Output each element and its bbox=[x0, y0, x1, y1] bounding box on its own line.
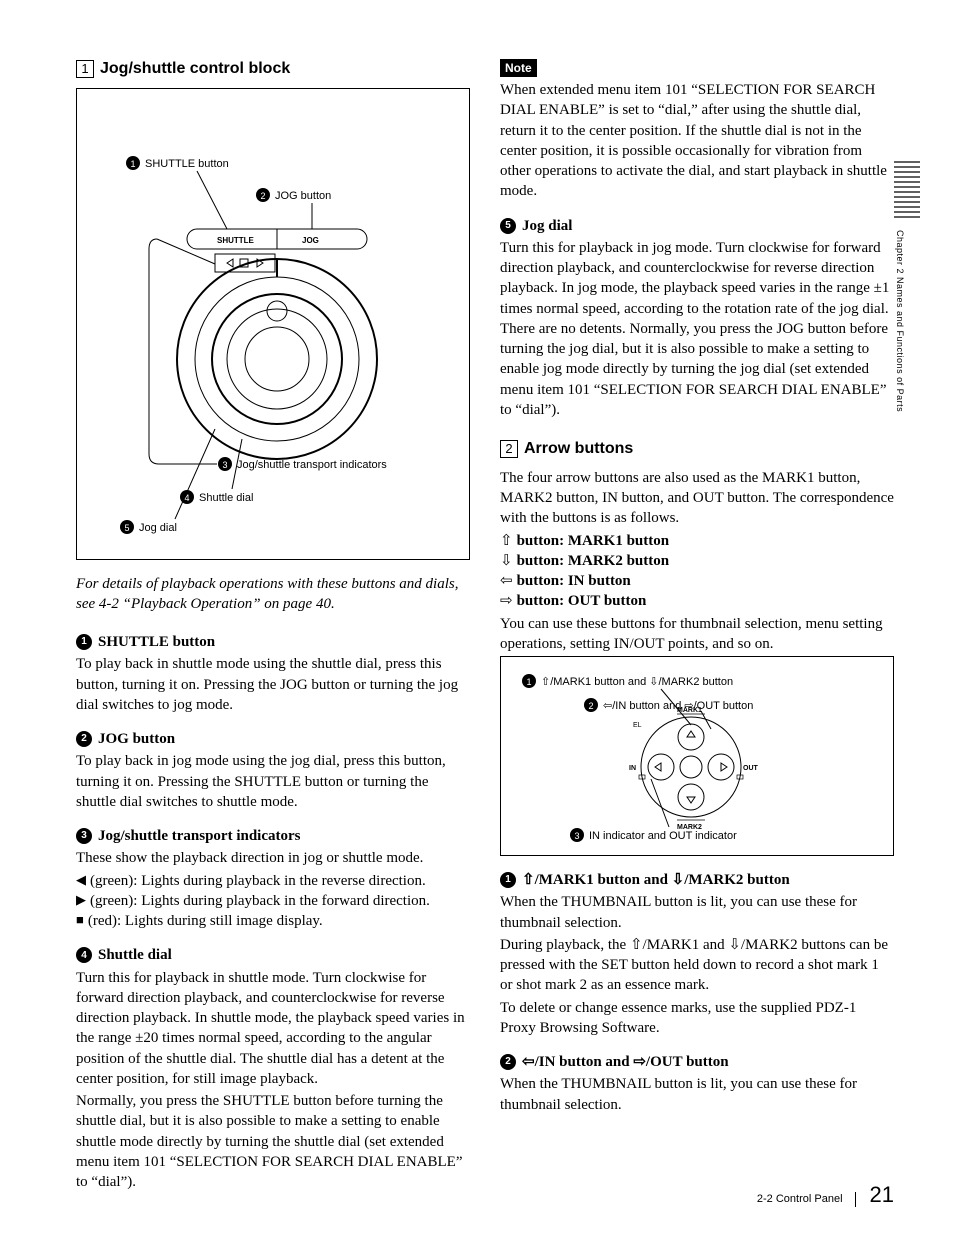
sub-4-body-1: Turn this for playback in shuttle mode. … bbox=[76, 968, 470, 1090]
sub-5-body: Turn this for playback in jog mode. Turn… bbox=[500, 238, 894, 420]
sub-4-title: Shuttle dial bbox=[98, 945, 172, 965]
svg-text:SHUTTLE: SHUTTLE bbox=[217, 236, 255, 245]
arrow-button-list: ⇧ button: MARK1 button ⇩ button: MARK2 b… bbox=[500, 531, 894, 612]
svg-text:SHUTTLE button: SHUTTLE button bbox=[145, 158, 229, 170]
r-sub-1-body-1: When the THUMBNAIL button is lit, you ca… bbox=[500, 892, 894, 933]
sub-5-title: Jog dial bbox=[522, 216, 572, 236]
note-body: When extended menu item 101 “SELECTION F… bbox=[500, 80, 894, 202]
section-2-title: Arrow buttons bbox=[524, 438, 633, 460]
svg-text:EL: EL bbox=[633, 722, 642, 729]
figure-caption: For details of playback operations with … bbox=[76, 574, 470, 615]
section-2-body: The four arrow buttons are also used as … bbox=[500, 468, 894, 529]
page-footer: 2-2 Control Panel 21 bbox=[757, 1180, 894, 1210]
svg-text:JOG: JOG bbox=[302, 236, 319, 245]
r-sub-1-title: ⇧/MARK1 button and ⇩/MARK2 button bbox=[522, 870, 790, 890]
svg-text:Shuttle dial: Shuttle dial bbox=[199, 492, 253, 504]
section-2-body-2: You can use these buttons for thumbnail … bbox=[500, 614, 894, 655]
section-1-title: Jog/shuttle control block bbox=[100, 58, 290, 80]
side-tab: Chapter 2 Names and Functions of Parts bbox=[894, 160, 922, 412]
r-sub-2-body: When the THUMBNAIL button is lit, you ca… bbox=[500, 1074, 894, 1115]
svg-text:Jog dial: Jog dial bbox=[139, 522, 177, 534]
svg-text:3: 3 bbox=[222, 460, 227, 470]
sub-2-title: JOG button bbox=[98, 729, 175, 749]
right-column: Note When extended menu item 101 “SELECT… bbox=[500, 58, 894, 1194]
svg-text:IN indicator and OUT indicator: IN indicator and OUT indicator bbox=[589, 830, 737, 842]
sub-3-title: Jog/shuttle transport indicators bbox=[98, 826, 301, 846]
r-sub-1-body-2: During playback, the ⇧/MARK1 and ⇩/MARK2… bbox=[500, 935, 894, 996]
svg-text:2: 2 bbox=[260, 191, 265, 201]
svg-text:4: 4 bbox=[184, 493, 189, 503]
left-column: 1 Jog/shuttle control block SHUTTLE JOG bbox=[76, 58, 470, 1194]
r-sub-2-title: ⇦/IN button and ⇨/OUT button bbox=[522, 1052, 729, 1072]
section-1-number: 1 bbox=[76, 60, 94, 78]
section-1-heading: 1 Jog/shuttle control block bbox=[76, 58, 470, 80]
svg-text:⇧/MARK1 button and ⇩/MARK2 but: ⇧/MARK1 button and ⇩/MARK2 button bbox=[541, 676, 733, 688]
svg-text:Jog/shuttle transport indicato: Jog/shuttle transport indicators bbox=[237, 459, 387, 471]
r-sub-1-body-3: To delete or change essence marks, use t… bbox=[500, 998, 894, 1039]
svg-text:1: 1 bbox=[526, 677, 531, 687]
indicator-list: ◀ (green): Lights during playback in the… bbox=[76, 871, 470, 932]
sub-3-body-0: These show the playback direction in jog… bbox=[76, 848, 470, 868]
sub-2-body: To play back in jog mode using the jog d… bbox=[76, 751, 470, 812]
svg-text:3: 3 bbox=[574, 831, 579, 841]
note-badge: Note bbox=[500, 59, 537, 77]
svg-text:2: 2 bbox=[588, 701, 593, 711]
svg-text:1: 1 bbox=[130, 159, 135, 169]
section-2-heading: 2 Arrow buttons bbox=[500, 438, 894, 460]
svg-text:OUT: OUT bbox=[743, 765, 759, 772]
svg-text:5: 5 bbox=[124, 523, 129, 533]
svg-text:MARK2: MARK2 bbox=[677, 824, 702, 831]
figure-arrow-buttons: 1 ⇧/MARK1 button and ⇩/MARK2 button 2 ⇦/… bbox=[500, 656, 894, 856]
svg-text:IN: IN bbox=[629, 765, 636, 772]
footer-section: 2-2 Control Panel bbox=[757, 1192, 856, 1207]
figure-jog-shuttle: SHUTTLE JOG 1 SHUTTLE button bbox=[76, 88, 470, 560]
sub-1-title: SHUTTLE button bbox=[98, 632, 215, 652]
svg-text:JOG button: JOG button bbox=[275, 190, 331, 202]
side-chapter-label: Chapter 2 Names and Functions of Parts bbox=[894, 230, 906, 412]
sub-4-body-2: Normally, you press the SHUTTLE button b… bbox=[76, 1091, 470, 1192]
sub-1-body: To play back in shuttle mode using the s… bbox=[76, 654, 470, 715]
footer-page-number: 21 bbox=[870, 1180, 894, 1210]
section-2-number: 2 bbox=[500, 440, 518, 458]
